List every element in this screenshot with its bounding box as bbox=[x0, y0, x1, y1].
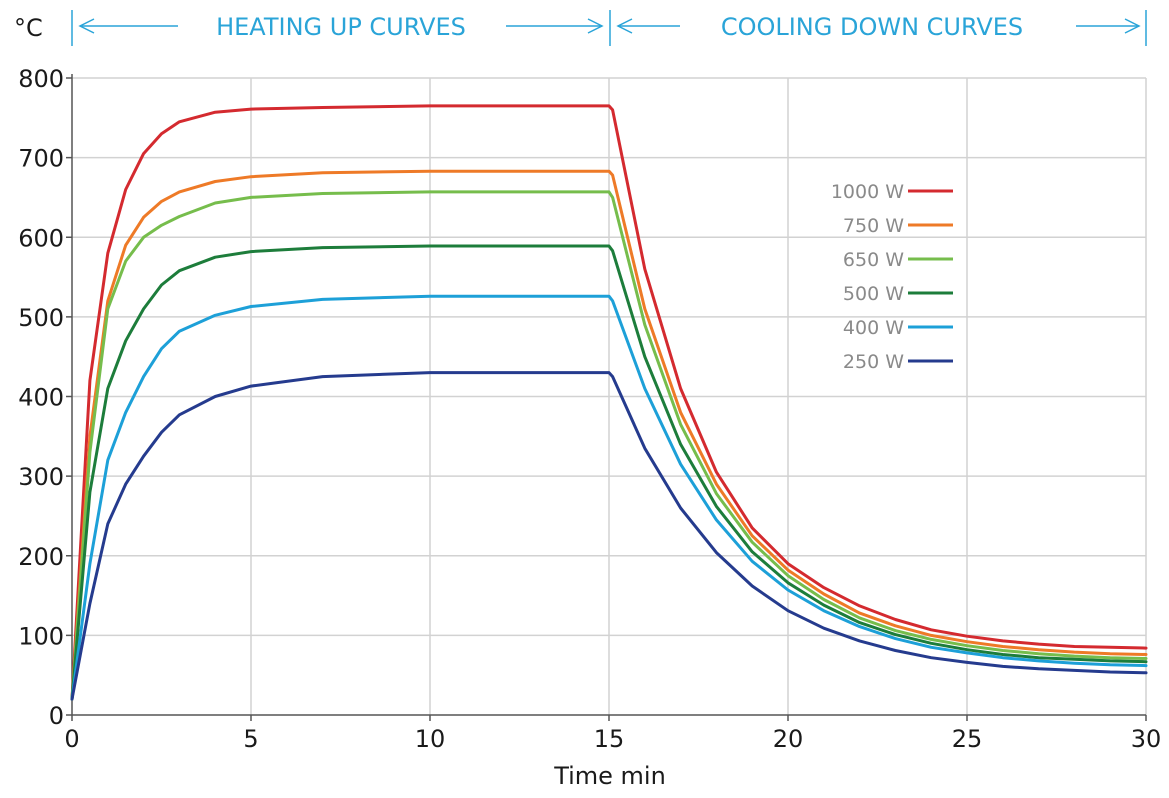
grid bbox=[72, 77, 1147, 715]
x-tick-labels: 0 5 10 15 20 25 30 bbox=[64, 725, 1161, 753]
cooling-arrow-left-head bbox=[616, 18, 633, 34]
x-tick-label: 15 bbox=[594, 725, 625, 753]
series-line-650w bbox=[70, 190, 1148, 701]
y-tick-label: 700 bbox=[18, 145, 64, 173]
heating-arrow-right-head bbox=[587, 18, 604, 34]
x-tick-label: 10 bbox=[415, 725, 446, 753]
legend-label: 250 W bbox=[843, 351, 904, 373]
x-tick-label: 0 bbox=[64, 725, 79, 753]
y-tick-label: 0 bbox=[49, 702, 64, 730]
x-tick-label: 25 bbox=[952, 725, 983, 753]
y-tick-label: 400 bbox=[18, 384, 64, 412]
series-line-250w bbox=[70, 371, 1148, 701]
series-line-1000w bbox=[70, 104, 1148, 701]
series-line-750w bbox=[70, 169, 1148, 701]
y-tick-label: 800 bbox=[18, 65, 64, 93]
cooling-section-label: COOLING DOWN CURVES bbox=[721, 13, 1023, 41]
legend-label: 500 W bbox=[843, 283, 904, 305]
legend-label: 750 W bbox=[843, 215, 904, 237]
series-line-400w bbox=[70, 294, 1148, 701]
series-line-500w bbox=[70, 244, 1148, 701]
x-tick-label: 20 bbox=[773, 725, 804, 753]
heating-arrow-left-head bbox=[78, 18, 95, 34]
axes bbox=[66, 74, 1147, 721]
x-tick-label: 30 bbox=[1131, 725, 1162, 753]
y-tick-label: 100 bbox=[18, 622, 64, 650]
section-header: HEATING UP CURVES COOLING DOWN CURVES bbox=[71, 10, 1147, 46]
y-unit-label: °C bbox=[14, 14, 43, 42]
cooling-arrow-right-head bbox=[1124, 18, 1141, 34]
series-lines bbox=[70, 104, 1148, 701]
x-tick-label: 5 bbox=[243, 725, 258, 753]
y-tick-label: 600 bbox=[18, 224, 64, 252]
heating-section-label: HEATING UP CURVES bbox=[216, 13, 466, 41]
x-axis-title: Time min bbox=[553, 762, 666, 790]
y-tick-labels: 0 100 200 300 400 500 600 700 800 bbox=[18, 65, 64, 730]
y-tick-label: 200 bbox=[18, 543, 64, 571]
legend-label: 400 W bbox=[843, 317, 904, 339]
legend: 1000 W 750 W 650 W 500 W 400 W 250 W bbox=[831, 181, 953, 373]
y-tick-label: 300 bbox=[18, 463, 64, 491]
y-tick-label: 500 bbox=[18, 304, 64, 332]
legend-label: 650 W bbox=[843, 249, 904, 271]
legend-label: 1000 W bbox=[831, 181, 904, 203]
